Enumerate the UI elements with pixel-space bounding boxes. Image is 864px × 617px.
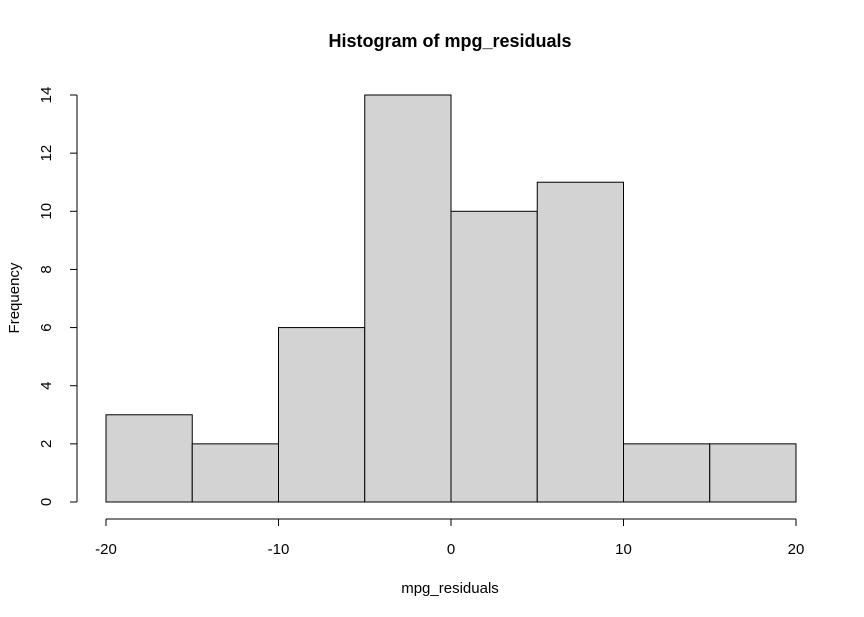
x-tick-label: -10 [268,541,290,558]
chart-title: Histogram of mpg_residuals [328,31,571,51]
y-tick-label: 6 [38,323,55,331]
y-tick-label: 2 [38,440,55,448]
histogram-bar [191,443,279,503]
histogram-bar [105,414,193,503]
y-tick-label: 12 [38,145,55,162]
x-tick-label: 20 [788,541,805,558]
histogram-bar [364,94,452,503]
histogram-bar [536,181,624,503]
x-axis: -20 -10 0 10 20 [95,518,805,558]
y-tick-label: 14 [38,87,55,104]
histogram-bar [709,443,797,503]
y-axis: 0 2 4 6 8 10 12 14 [38,87,78,506]
y-tick-label: 4 [38,382,55,390]
y-tick-label: 0 [38,498,55,506]
y-tick-label: 8 [38,265,55,273]
x-axis-label: mpg_residuals [401,580,499,597]
histogram-bar [450,210,538,503]
x-tick-label: 10 [615,541,632,558]
histogram-bar [278,327,366,503]
histogram-bar [623,443,711,503]
x-tick-label: -20 [95,541,117,558]
y-tick-label: 10 [38,203,55,220]
y-axis-label: Frequency [6,262,23,333]
x-tick-label: 0 [447,541,455,558]
bars-group [105,94,797,503]
